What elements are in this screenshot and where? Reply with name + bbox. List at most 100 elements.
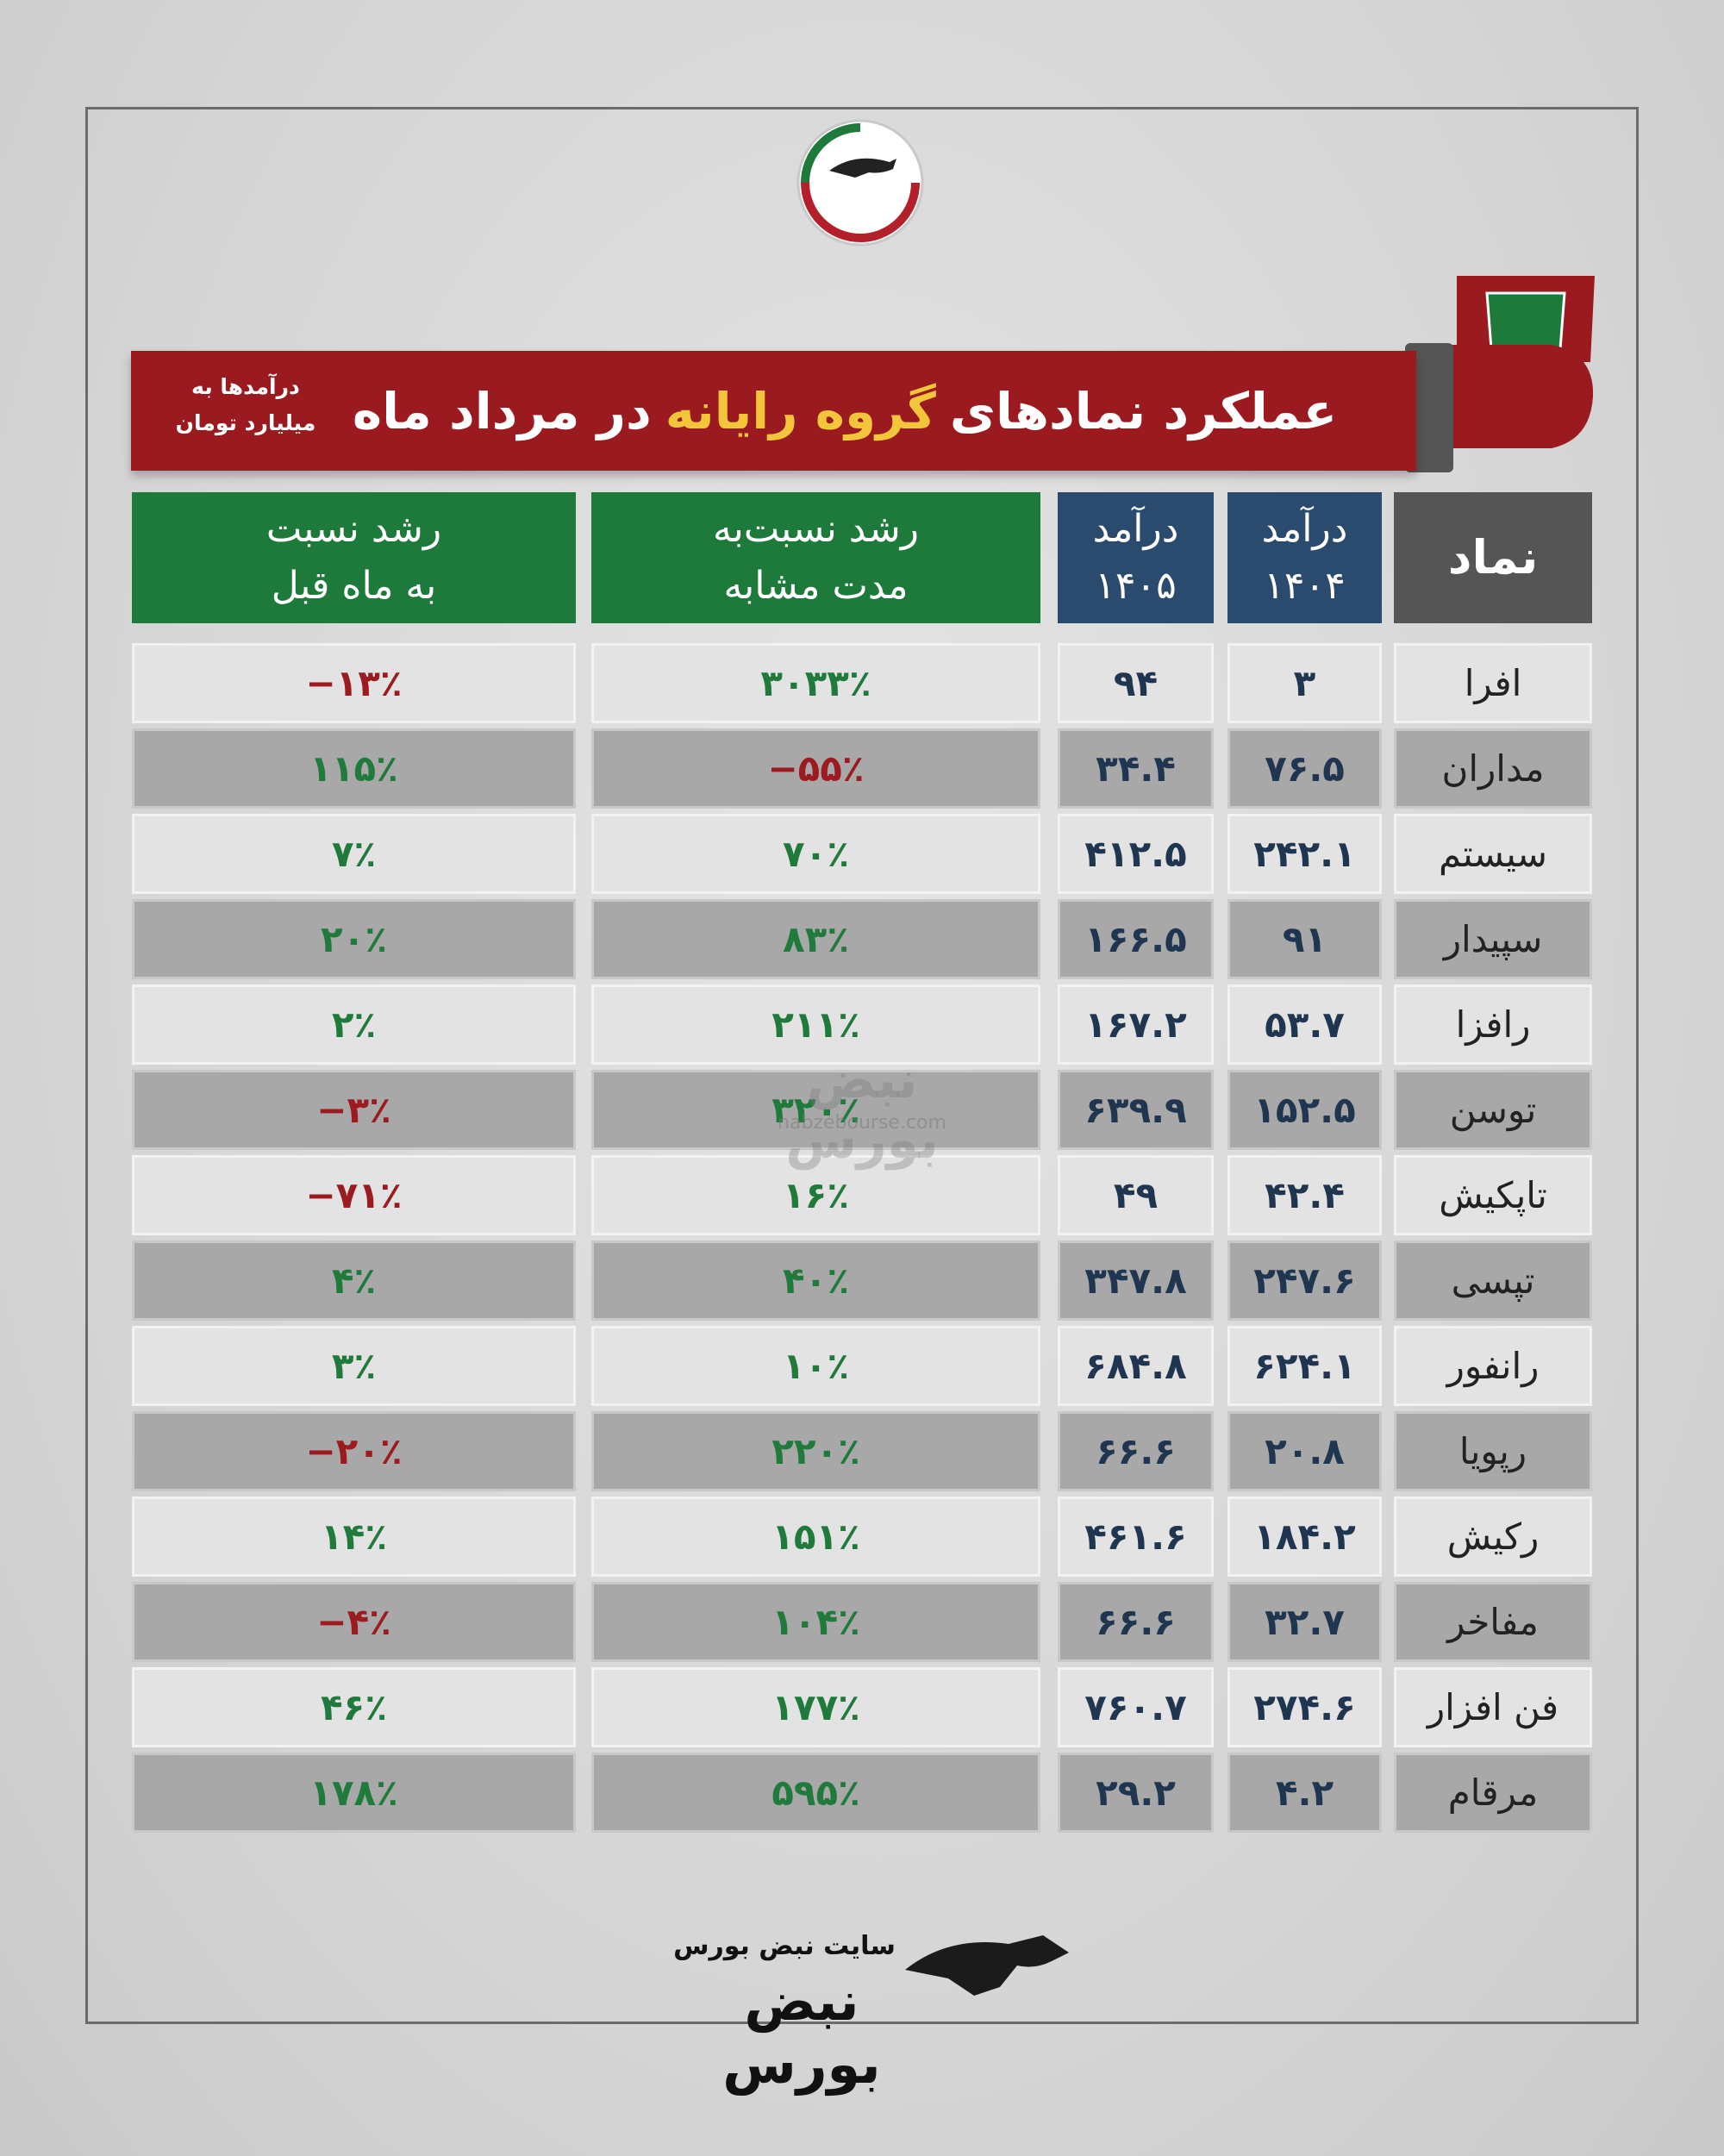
value-cell: −۱۳٪ xyxy=(132,643,576,723)
symbol-cell: فن افزار xyxy=(1394,1667,1592,1747)
value-cell: ۱۸۴.۲ xyxy=(1227,1497,1382,1577)
column-header: رشد نسبت به ماه قبل xyxy=(132,492,576,623)
value-cell: ۶۳۹.۹ xyxy=(1058,1070,1214,1150)
header-line: رشد نسبت xyxy=(265,507,442,551)
value-cell: ۲۹.۲ xyxy=(1058,1753,1214,1833)
value-cell: ۴.۲ xyxy=(1227,1753,1382,1833)
value-cell: −۲۰٪ xyxy=(132,1411,576,1491)
value-cell: ۹۴ xyxy=(1058,643,1214,723)
title-bar xyxy=(131,351,1416,471)
value-cell: ۳۴۷.۸ xyxy=(1058,1240,1214,1321)
symbol-cell: مفاخر xyxy=(1394,1582,1592,1662)
value-cell: ۷٪ xyxy=(132,814,576,894)
value-cell: ۵۳.۷ xyxy=(1227,984,1382,1065)
value-cell: ۶۶.۶ xyxy=(1058,1582,1214,1662)
value-cell: ۳٪ xyxy=(132,1326,576,1406)
symbol-cell: رانفور xyxy=(1394,1326,1592,1406)
value-cell: ۳۲۰٪ xyxy=(591,1070,1040,1150)
header-line: به ماه قبل xyxy=(271,564,437,608)
header-line: درآمد xyxy=(1092,507,1179,551)
hand-icon xyxy=(1405,276,1595,472)
value-cell: −۷۱٪ xyxy=(132,1155,576,1235)
value-cell: ۱۴٪ xyxy=(132,1497,576,1577)
value-cell: ۸۳٪ xyxy=(591,899,1040,979)
header-line: درآمد xyxy=(1261,507,1348,551)
value-cell: ۴۶۱.۶ xyxy=(1058,1497,1214,1577)
title-part: عملکرد نمادهای xyxy=(949,381,1338,441)
symbol-cell: تاپکیش xyxy=(1394,1155,1592,1235)
value-cell: ۷۶.۵ xyxy=(1227,728,1382,809)
frame xyxy=(85,107,1639,2024)
value-cell: ۱۶٪ xyxy=(591,1155,1040,1235)
value-cell: ۶۸۴.۸ xyxy=(1058,1326,1214,1406)
symbol-cell: مرقام xyxy=(1394,1753,1592,1833)
column-header: درآمد ۱۴۰۵ xyxy=(1058,492,1214,623)
value-cell: ۳ xyxy=(1227,643,1382,723)
unit-note: درآمدها به میلیارد تومان xyxy=(147,369,345,441)
header-line: رشد نسبت‌به xyxy=(713,507,920,551)
value-cell: ۴٪ xyxy=(132,1240,576,1321)
value-cell: ۶۶.۶ xyxy=(1058,1411,1214,1491)
symbol-cell: رکیش xyxy=(1394,1497,1592,1577)
value-cell: ۲۰٪ xyxy=(132,899,576,979)
value-cell: ۱۵۱٪ xyxy=(591,1497,1040,1577)
value-cell: ۵۹۵٪ xyxy=(591,1753,1040,1833)
value-cell: −۴٪ xyxy=(132,1582,576,1662)
value-cell: ۱۶۶.۵ xyxy=(1058,899,1214,979)
value-cell: ۱۰۴٪ xyxy=(591,1582,1040,1662)
title-part: در مرداد ماه xyxy=(352,381,652,441)
value-cell: ۶۲۴.۱ xyxy=(1227,1326,1382,1406)
value-cell: ۱۶۷.۲ xyxy=(1058,984,1214,1065)
value-cell: ۴۱۲.۵ xyxy=(1058,814,1214,894)
value-cell: ۴۰٪ xyxy=(591,1240,1040,1321)
value-cell: ۱۷۷٪ xyxy=(591,1667,1040,1747)
top-logo xyxy=(796,119,924,247)
value-cell: ۹۱ xyxy=(1227,899,1382,979)
value-cell: ۷۰٪ xyxy=(591,814,1040,894)
value-cell: ۷۶۰.۷ xyxy=(1058,1667,1214,1747)
symbol-cell: رپویا xyxy=(1394,1411,1592,1491)
symbol-cell: تپسی xyxy=(1394,1240,1592,1321)
title-part: گروه رایانه xyxy=(665,381,936,441)
value-cell: ۲۴۲.۱ xyxy=(1227,814,1382,894)
header-line: نماد xyxy=(1447,530,1539,584)
value-cell: ۲۲۰٪ xyxy=(591,1411,1040,1491)
value-cell: ۴۲.۴ xyxy=(1227,1155,1382,1235)
symbol-cell: افرا xyxy=(1394,643,1592,723)
value-cell: ۲۱۱٪ xyxy=(591,984,1040,1065)
symbol-cell: سیستم xyxy=(1394,814,1592,894)
symbol-cell: سپیدار xyxy=(1394,899,1592,979)
column-header: درآمد ۱۴۰۴ xyxy=(1227,492,1382,623)
header-line: ۱۴۰۴ xyxy=(1264,564,1346,608)
value-cell: ۳۴.۴ xyxy=(1058,728,1214,809)
footer-caption: سایت نبض بورس xyxy=(673,1931,896,1961)
bull-icon xyxy=(905,1935,1069,1996)
note-line: درآمدها به xyxy=(191,374,300,399)
value-cell: ۱۱۵٪ xyxy=(132,728,576,809)
watermark-url: nabzebourse.com xyxy=(778,1112,946,1134)
symbol-cell: رافزا xyxy=(1394,984,1592,1065)
value-cell: ۲٪ xyxy=(132,984,576,1065)
value-cell: −۵۵٪ xyxy=(591,728,1040,809)
value-cell: ۴۹ xyxy=(1058,1155,1214,1235)
value-cell: ۲۴۷.۶ xyxy=(1227,1240,1382,1321)
column-header: رشد نسبت‌به مدت مشابه xyxy=(591,492,1040,623)
value-cell: ۲۷۴.۶ xyxy=(1227,1667,1382,1747)
footer-logo: نبض بورس xyxy=(722,1970,881,2096)
value-cell: ۱۷۸٪ xyxy=(132,1753,576,1833)
value-cell: ۳۰۳۳٪ xyxy=(591,643,1040,723)
watermark-logo: نبض بورس xyxy=(785,1050,939,1171)
symbol-cell: مداران xyxy=(1394,728,1592,809)
value-cell: −۳٪ xyxy=(132,1070,576,1150)
value-cell: ۲۰.۸ xyxy=(1227,1411,1382,1491)
value-cell: ۳۲.۷ xyxy=(1227,1582,1382,1662)
value-cell: ۱۵۲.۵ xyxy=(1227,1070,1382,1150)
header-line: ۱۴۰۵ xyxy=(1095,564,1177,608)
header-line: مدت مشابه xyxy=(723,564,909,608)
value-cell: ۴۶٪ xyxy=(132,1667,576,1747)
title: عملکرد نمادهای گروه رایانه در مرداد ماه xyxy=(328,351,1362,471)
note-line: میلیارد تومان xyxy=(175,410,316,435)
symbol-cell: توسن xyxy=(1394,1070,1592,1150)
value-cell: ۱۰٪ xyxy=(591,1326,1040,1406)
